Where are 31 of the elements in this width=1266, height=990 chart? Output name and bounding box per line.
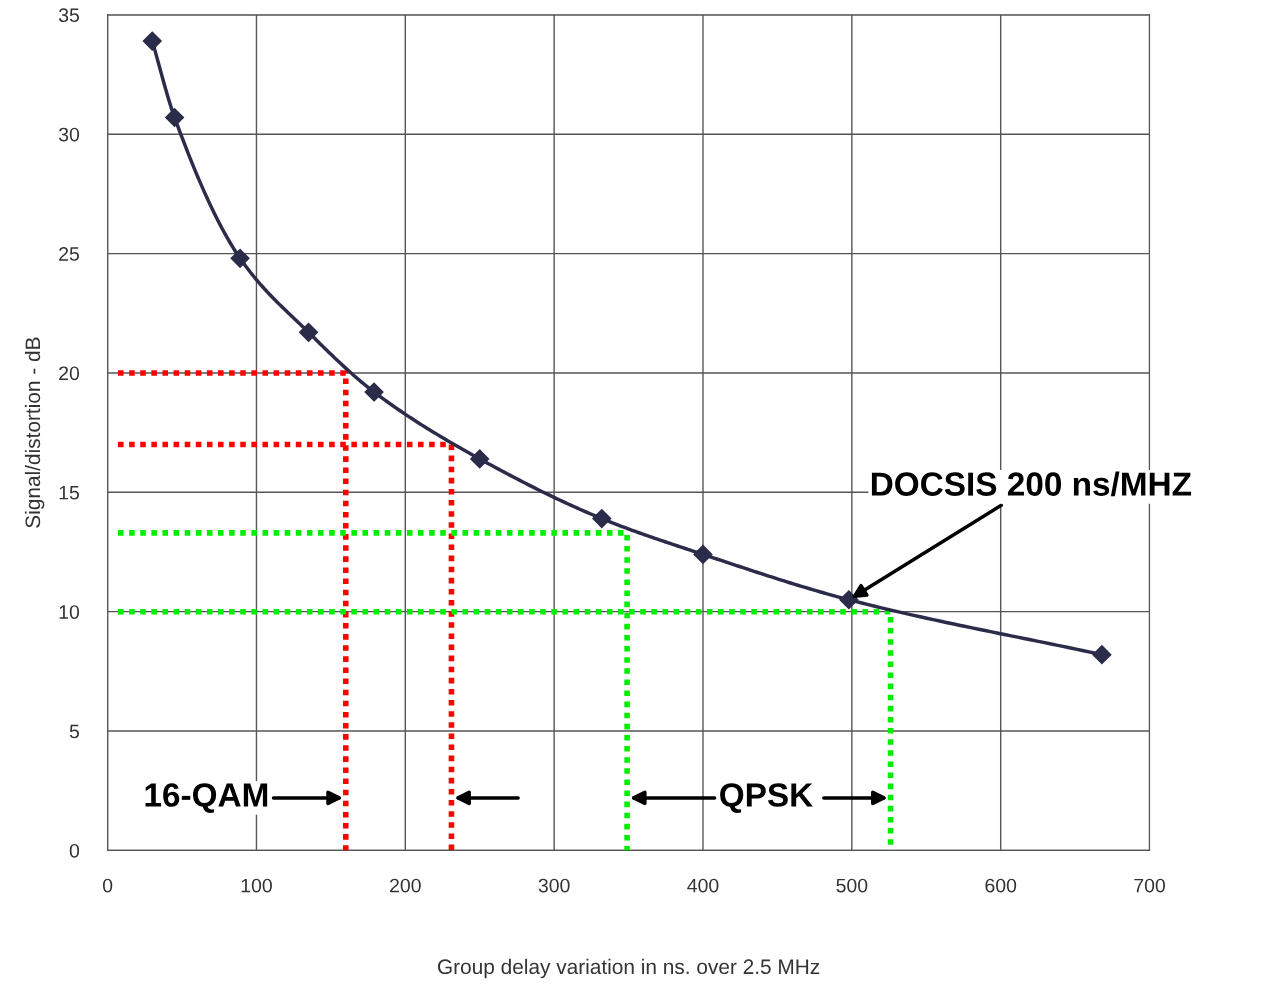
annotation: DOCSIS 200 ns/MHZ: [871, 471, 1192, 497]
y-tick-label: 25: [59, 247, 80, 261]
x-tick-label: 400: [687, 878, 719, 893]
x-tick-label: 600: [985, 878, 1017, 893]
point: [1092, 645, 1112, 665]
point: [364, 382, 384, 402]
annotation: QPSK: [720, 783, 813, 814]
y-tick-label: 30: [58, 127, 80, 142]
point: [142, 31, 162, 51]
x-axis-title: Group delay variation in ns. over 2.5 MHz: [437, 958, 820, 979]
y-tick-label: 10: [59, 605, 80, 619]
y-tick-label: 35: [58, 8, 80, 23]
y-tick-label: 5: [69, 724, 80, 739]
x-tick-label: 100: [241, 878, 272, 893]
x-tick-label: 200: [390, 878, 421, 893]
x-tick-label: 700: [1134, 878, 1165, 893]
annotation: 16-QAM: [145, 783, 268, 814]
point: [230, 248, 250, 268]
point: [839, 590, 859, 610]
y-tick-label: 15: [59, 485, 80, 500]
x-tick-label: 500: [836, 878, 868, 893]
x-tick-label: 300: [538, 878, 570, 893]
point: [693, 544, 713, 564]
y-tick-label: 0: [69, 843, 80, 858]
point: [470, 449, 490, 469]
point: [592, 509, 612, 529]
point: [299, 322, 319, 342]
x-tick-label: 0: [102, 878, 113, 893]
y-axis-title: Signal/distortion - dB: [24, 337, 45, 528]
y-tick-label: 20: [59, 366, 80, 381]
point: [165, 107, 185, 128]
